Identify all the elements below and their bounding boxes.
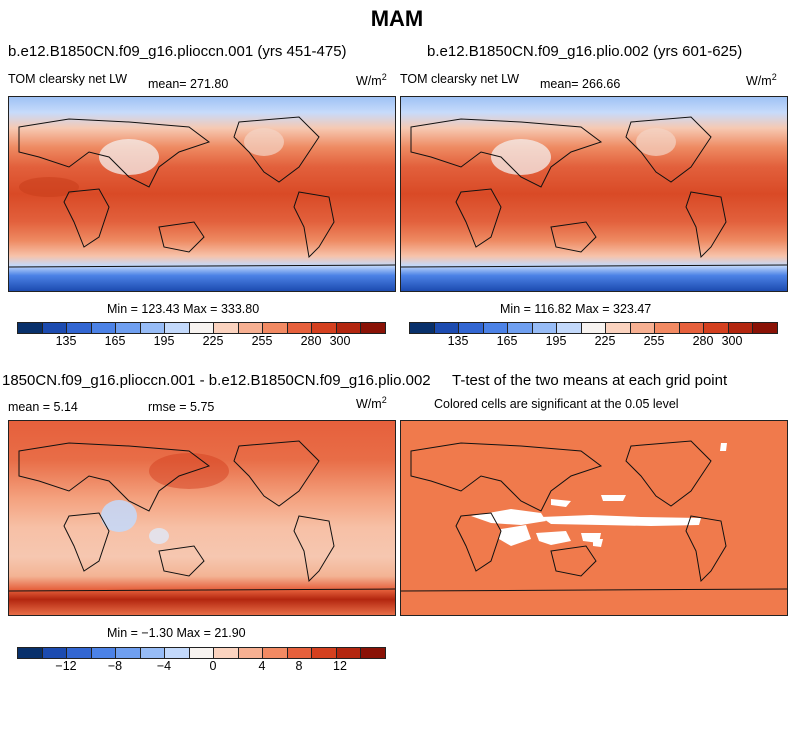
panel-3-units: W/m2 bbox=[356, 395, 387, 412]
colorbar-swatch bbox=[410, 323, 435, 333]
colorbar-swatch bbox=[18, 323, 43, 333]
colorbar-swatch bbox=[165, 648, 190, 658]
colorbar-swatch bbox=[165, 323, 190, 333]
colorbar-swatch bbox=[91, 323, 117, 333]
colorbar-swatch bbox=[679, 323, 705, 333]
colorbar-swatch bbox=[312, 323, 337, 333]
panel-1-units: W/m2 bbox=[356, 72, 387, 89]
panel-2-title: b.e12.B1850CN.f09_g16.plio.002 (yrs 601-… bbox=[427, 43, 743, 60]
colorbar-tick: 255 bbox=[251, 334, 273, 348]
colorbar-tick: 195 bbox=[545, 334, 567, 348]
colorbar-swatch bbox=[704, 323, 729, 333]
colorbar-tick: 165 bbox=[496, 334, 518, 348]
colorbar-tick: 280 bbox=[692, 334, 714, 348]
panel-3-stats: Min = −1.30 Max = 21.90 bbox=[107, 626, 246, 640]
colorbar-swatch bbox=[483, 323, 509, 333]
colorbar-swatch bbox=[116, 323, 141, 333]
colorbar-swatch bbox=[287, 648, 313, 658]
panel-3-map bbox=[8, 420, 396, 616]
panel-1-mean: mean= 271.80 bbox=[148, 77, 229, 91]
panel-4-map bbox=[400, 420, 788, 616]
panel-4-title: T-test of the two means at each grid poi… bbox=[452, 372, 728, 389]
colorbar-swatch bbox=[287, 323, 313, 333]
colorbar-tick: 255 bbox=[643, 334, 665, 348]
colorbar-swatch bbox=[116, 648, 141, 658]
colorbar-swatch bbox=[336, 648, 362, 658]
colorbar-swatch bbox=[67, 648, 92, 658]
colorbar-swatch bbox=[606, 323, 631, 333]
colorbar-swatch bbox=[189, 648, 215, 658]
panel-4-map-graphic bbox=[401, 421, 787, 615]
colorbar-tick: 12 bbox=[333, 659, 347, 673]
colorbar-swatch bbox=[67, 323, 92, 333]
colorbar-swatch bbox=[557, 323, 582, 333]
colorbar-swatch bbox=[42, 648, 68, 658]
colorbar-swatch bbox=[18, 648, 43, 658]
panel-1-colorbar bbox=[17, 322, 386, 334]
panel-2-map bbox=[400, 96, 788, 292]
colorbar-swatch bbox=[336, 323, 362, 333]
colorbar-swatch bbox=[581, 323, 607, 333]
colorbar-swatch bbox=[91, 648, 117, 658]
colorbar-swatch bbox=[532, 323, 558, 333]
colorbar-swatch bbox=[189, 323, 215, 333]
colorbar-swatch bbox=[238, 648, 264, 658]
colorbar-tick: −4 bbox=[156, 659, 172, 673]
colorbar-swatch bbox=[263, 648, 288, 658]
colorbar-tick: −12 bbox=[55, 659, 77, 673]
panel-3-title: 1850CN.f09_g16.plioccn.001 - b.e12.B1850… bbox=[2, 372, 431, 389]
colorbar-tick: 195 bbox=[153, 334, 175, 348]
colorbar-tick: 280 bbox=[300, 334, 322, 348]
colorbar-tick: 4 bbox=[258, 659, 266, 673]
panel-2-variable: TOM clearsky net LW bbox=[400, 72, 520, 86]
panel-1-map bbox=[8, 96, 396, 292]
colorbar-tick: 300 bbox=[329, 334, 351, 348]
colorbar-tick: 8 bbox=[295, 659, 303, 673]
panel-2-colorbar bbox=[409, 322, 778, 334]
colorbar-swatch bbox=[214, 323, 239, 333]
colorbar-tick: 135 bbox=[55, 334, 77, 348]
colorbar-swatch bbox=[214, 648, 239, 658]
colorbar-swatch bbox=[361, 648, 385, 658]
panel-3-mean: mean = 5.14 bbox=[8, 400, 78, 414]
panel-2-map-graphic bbox=[401, 97, 787, 291]
colorbar-swatch bbox=[753, 323, 777, 333]
panel-2-units: W/m2 bbox=[746, 72, 777, 89]
figure-title: MAM bbox=[370, 6, 424, 31]
panel-1-map-graphic bbox=[9, 97, 395, 291]
colorbar-swatch bbox=[238, 323, 264, 333]
colorbar-tick: 225 bbox=[594, 334, 616, 348]
colorbar-swatch bbox=[263, 323, 288, 333]
colorbar-swatch bbox=[655, 323, 680, 333]
panel-4-subtitle: Colored cells are significant at the 0.0… bbox=[434, 397, 679, 411]
colorbar-swatch bbox=[140, 648, 166, 658]
panel-2-stats: Min = 116.82 Max = 323.47 bbox=[500, 302, 652, 316]
colorbar-tick: 165 bbox=[104, 334, 126, 348]
colorbar-tick: 0 bbox=[209, 659, 217, 673]
colorbar-swatch bbox=[42, 323, 68, 333]
colorbar-tick: −8 bbox=[107, 659, 123, 673]
colorbar-swatch bbox=[728, 323, 754, 333]
colorbar-swatch bbox=[361, 323, 385, 333]
colorbar-swatch bbox=[434, 323, 460, 333]
panel-1-stats: Min = 123.43 Max = 333.80 bbox=[107, 302, 260, 316]
panel-1-variable: TOM clearsky net LW bbox=[8, 72, 128, 86]
colorbar-tick: 225 bbox=[202, 334, 224, 348]
colorbar-tick: 135 bbox=[447, 334, 469, 348]
panel-2-mean: mean= 266.66 bbox=[540, 77, 621, 91]
panel-1-title: b.e12.B1850CN.f09_g16.plioccn.001 (yrs 4… bbox=[8, 43, 347, 60]
panel-3-colorbar bbox=[17, 647, 386, 659]
colorbar-swatch bbox=[312, 648, 337, 658]
colorbar-swatch bbox=[630, 323, 656, 333]
panel-3-rmse: rmse = 5.75 bbox=[148, 400, 215, 414]
colorbar-tick: 300 bbox=[721, 334, 743, 348]
panel-3-map-graphic bbox=[9, 421, 395, 615]
colorbar-swatch bbox=[140, 323, 166, 333]
colorbar-swatch bbox=[508, 323, 533, 333]
colorbar-swatch bbox=[459, 323, 484, 333]
